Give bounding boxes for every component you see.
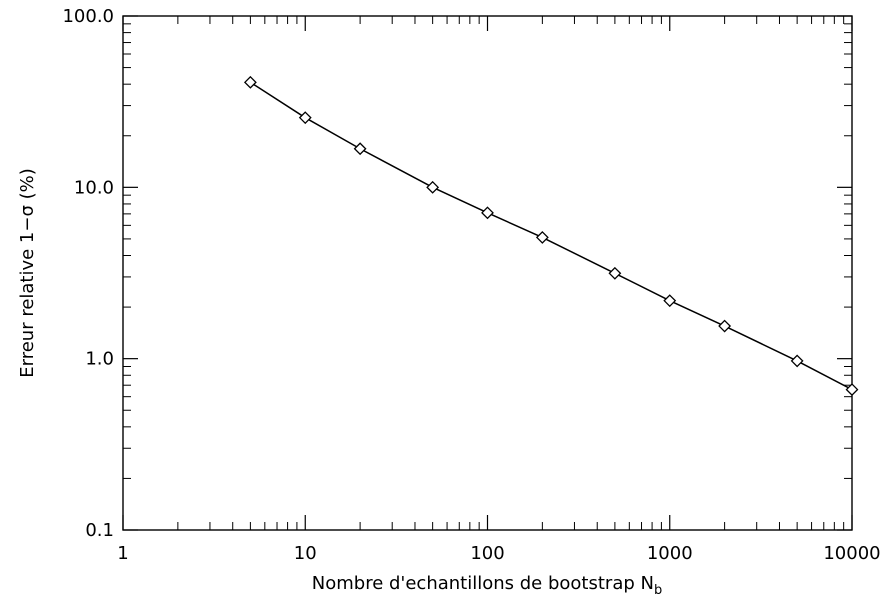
data-point-diamond — [790, 354, 804, 368]
y-tick-labels: 0.1 1.0 10.0 100.0 — [62, 6, 114, 541]
x-tick-label: 1000 — [647, 543, 693, 564]
major-ticks — [122, 15, 853, 531]
data-point-diamond — [845, 383, 859, 397]
x-axis-title-subscript: b — [654, 583, 662, 598]
data-point-diamond — [608, 266, 622, 280]
y-tick-label: 100.0 — [62, 6, 114, 27]
series-line — [249, 81, 853, 391]
x-tick-label: 10 — [294, 543, 317, 564]
minor-ticks — [123, 16, 852, 530]
x-axis-title-main: Nombre d'echantillons de bootstrap N — [312, 573, 654, 594]
y-tick-label: 1.0 — [85, 349, 114, 370]
data-point-diamond — [535, 231, 549, 244]
x-tick-label: 100 — [470, 543, 504, 564]
x-tick-labels: 1 10 100 1000 10000 — [117, 543, 880, 564]
x-axis-title: Nombre d'echantillons de bootstrap Nb — [312, 573, 663, 598]
x-tick-label: 10000 — [823, 543, 880, 564]
data-point-diamond — [243, 75, 257, 89]
y-tick-label: 10.0 — [74, 177, 114, 198]
data-point-diamond — [426, 180, 440, 194]
data-point-diamond — [663, 294, 677, 308]
data-point-diamond — [481, 206, 494, 220]
plot-frame — [122, 15, 853, 531]
markers — [243, 75, 859, 397]
data-point-diamond — [718, 319, 732, 333]
y-axis-title: Erreur relative 1−σ (%) — [17, 168, 38, 378]
data-point-diamond — [298, 111, 312, 125]
data-point-diamond — [353, 142, 367, 156]
x-tick-label: 1 — [117, 543, 128, 564]
y-tick-label: 0.1 — [85, 520, 114, 541]
